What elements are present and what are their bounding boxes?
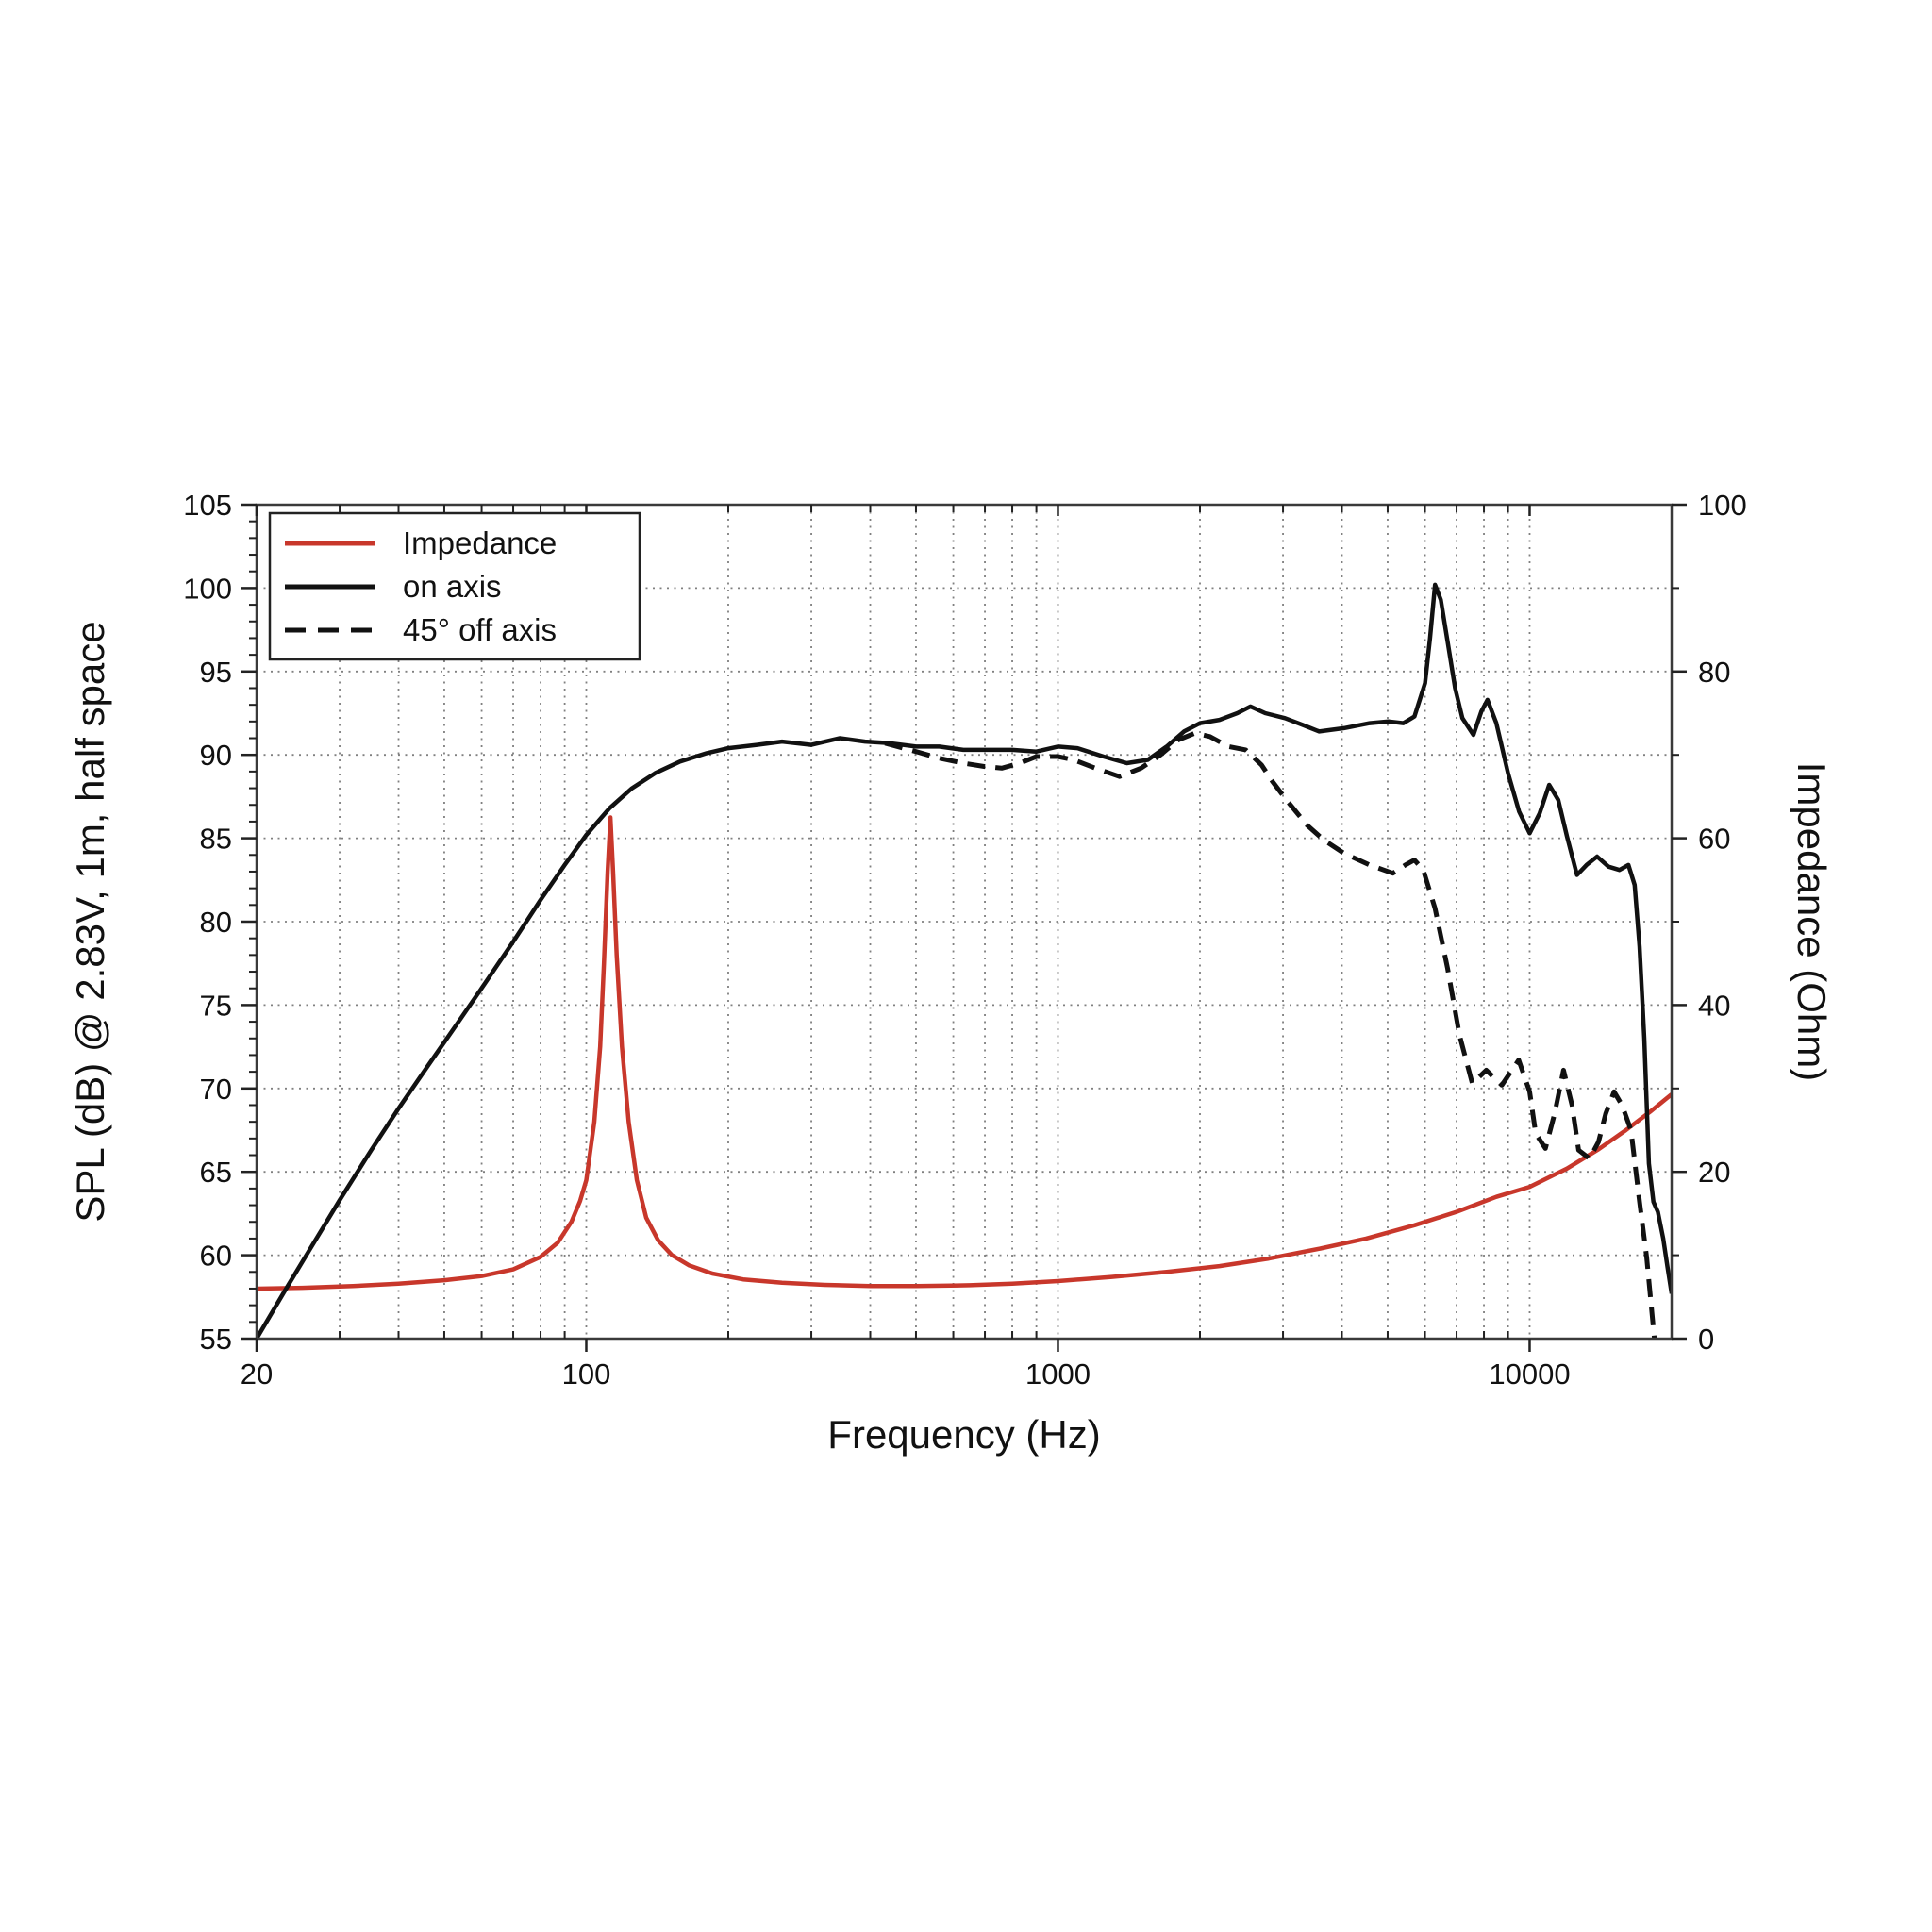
- legend-label-impedance: Impedance: [403, 525, 557, 560]
- x-tick-label-1000: 1000: [1025, 1357, 1091, 1391]
- y-left-tick-label-100: 100: [183, 572, 232, 605]
- x-tick-label-20: 20: [241, 1357, 273, 1391]
- y-left-tick-label-60: 60: [200, 1240, 232, 1273]
- y-left-tick-label-55: 55: [200, 1323, 232, 1356]
- x-tick-label-10000: 10000: [1489, 1357, 1570, 1391]
- y-left-tick-label-85: 85: [200, 823, 232, 856]
- legend: Impedance on axis 45° off axis: [268, 511, 641, 661]
- curve-impedance: [257, 815, 1672, 1291]
- y-left-tick-label-80: 80: [200, 906, 232, 939]
- legend-label-45-off-axis: 45° off axis: [403, 612, 557, 647]
- y-right-tick-label-0: 0: [1698, 1323, 1714, 1356]
- y-right-tick-label-100: 100: [1698, 489, 1747, 522]
- y-left-tick-label-90: 90: [200, 739, 232, 772]
- curves: [257, 582, 1672, 1339]
- x-tick-label-100: 100: [562, 1357, 611, 1391]
- grid-lines: [257, 505, 1672, 1339]
- y-right-tick-label-80: 80: [1698, 656, 1730, 689]
- legend-label-on-axis: on axis: [403, 569, 502, 604]
- y-left-tick-label-70: 70: [200, 1073, 232, 1106]
- y-left-tick-label-105: 105: [183, 489, 232, 522]
- y-left-tick-label-95: 95: [200, 656, 232, 689]
- right-axis-title: Impedance (Ohm): [1790, 762, 1834, 1081]
- x-axis-title: Frequency (Hz): [827, 1412, 1100, 1457]
- curve-45-off-axis: [884, 730, 1657, 1339]
- tick-labels: 20 100 1000 10000 55 60 65 70 75 80 85 90 95 100 105 0 2…: [183, 489, 1746, 1391]
- curve-on-axis: [257, 582, 1672, 1339]
- y-left-tick-label-65: 65: [200, 1156, 232, 1189]
- axis-ticks: [242, 503, 1687, 1352]
- left-axis-title: SPL (dB) @ 2.83V, 1m, half space: [68, 621, 112, 1222]
- y-left-tick-label-75: 75: [200, 989, 232, 1022]
- y-right-tick-label-40: 40: [1698, 989, 1730, 1022]
- y-right-tick-label-60: 60: [1698, 823, 1730, 856]
- y-right-tick-label-20: 20: [1698, 1156, 1730, 1189]
